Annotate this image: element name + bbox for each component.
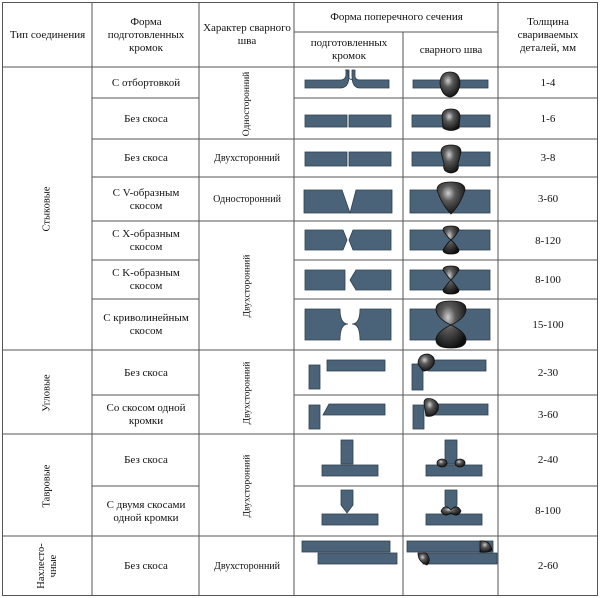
thickness-value: 1-4	[540, 76, 556, 89]
thickness-value: 1-6	[540, 112, 556, 125]
edge-label: Без скоса	[124, 559, 168, 572]
row-thickness-3: 3-8	[499, 140, 597, 177]
edge-label: Без скоса	[124, 152, 168, 164]
weld-two-sided-1: Двухсторонний	[200, 140, 294, 177]
group-tee: Тавровые	[3, 435, 92, 536]
weld-one-sided-2: Односторонний	[200, 178, 294, 221]
header-cs-prepared: подготовленных кромок	[295, 33, 403, 67]
header-edge-form-label: Форма подготовленных кромок	[107, 15, 185, 54]
edge-label: Без скоса	[124, 454, 168, 466]
header-weld-character: Характер сварного шва	[200, 3, 294, 67]
row-edge-1: С отбортовкой	[93, 68, 199, 98]
weld-one-sided-label: Односторонний	[242, 71, 252, 136]
row-edge-11: С двумя скосами одной кромки	[100, 487, 192, 536]
group-lap: Нахлесто- чные	[3, 537, 92, 595]
row-thickness-9: 3-60	[499, 396, 597, 434]
drawing-flanged-prepared	[304, 69, 390, 89]
weld-two-sided-label: Двухсторонний	[241, 254, 252, 318]
row-thickness-6: 8-100	[499, 261, 597, 299]
group-butt-label: Стыковые	[41, 186, 53, 232]
header-thickness-label: Толщина свариваемых деталей, мм	[517, 15, 579, 54]
edge-label: С криволинейным скосом	[103, 312, 189, 337]
header-joint-type-label: Тип соединения	[9, 28, 86, 41]
header-edge-form: Форма подготовленных кромок	[93, 3, 199, 67]
edge-label: С отбортовкой	[111, 76, 181, 89]
header-joint-type: Тип соединения	[3, 3, 92, 67]
row-thickness-2: 1-6	[499, 99, 597, 139]
header-cs-prepared-label: подготовленных кромок	[310, 37, 388, 62]
group-corner: Угловые	[3, 351, 92, 434]
plate-right	[348, 114, 392, 128]
group-lap-label: Нахлесто- чные	[35, 543, 59, 589]
group-tee-label: Тавровые	[41, 464, 53, 507]
edge-label: С X-образным скосом	[112, 228, 180, 253]
weld-two-sided-label: Двухсторонний	[214, 560, 280, 572]
edge-label: Без скоса	[124, 366, 168, 379]
weld-two-sided-label: Двухсторонний	[214, 153, 280, 164]
weld-two-sided-4: Двухсторонний	[200, 435, 294, 536]
thickness-value: 2-60	[537, 559, 559, 572]
thickness-value: 3-8	[540, 152, 556, 164]
thickness-value: 15-100	[532, 318, 564, 331]
row-edge-7: С криволинейным скосом	[96, 300, 196, 350]
thickness-value: 2-40	[537, 454, 559, 466]
row-thickness-11: 8-100	[499, 487, 597, 536]
header-cs-weld-label: сварного шва	[419, 43, 483, 56]
row-edge-5: С X-образным скосом	[98, 222, 194, 260]
group-corner-label: Угловые	[41, 373, 53, 412]
row-thickness-7: 15-100	[499, 300, 597, 350]
thickness-value: 8-100	[535, 505, 561, 517]
row-thickness-5: 8-120	[499, 222, 597, 260]
header-weld-character-label: Характер сварного шва	[203, 22, 291, 47]
edge-label: Без скоса	[124, 112, 168, 125]
group-butt: Стыковые	[3, 68, 92, 350]
thickness-value: 2-30	[537, 366, 559, 379]
row-thickness-1: 1-4	[499, 68, 597, 98]
row-thickness-10: 2-40	[499, 435, 597, 486]
thickness-value: 8-120	[535, 234, 561, 247]
row-edge-2: Без скоса	[93, 99, 199, 139]
weld-one-sided-label: Односторонний	[213, 194, 281, 205]
edge-label: С V-образным скосом	[112, 186, 180, 212]
header-cs-weld: сварного шва	[404, 33, 498, 67]
edge-label: С двумя скосами одной кромки	[106, 498, 186, 524]
row-edge-4: С V-образным скосом	[98, 178, 194, 221]
row-edge-9: Со скосом одной кромки	[98, 396, 194, 434]
row-thickness-4: 3-60	[499, 178, 597, 221]
row-edge-8: Без скоса	[93, 351, 199, 395]
drawing-flanged-weld	[412, 71, 489, 98]
weld-two-sided-2: Двухсторонний	[200, 222, 294, 350]
row-edge-6: С K-образным скосом	[98, 261, 194, 299]
thickness-value: 3-60	[537, 408, 559, 421]
thickness-value: 8-100	[535, 273, 561, 286]
row-thickness-12: 2-60	[499, 537, 597, 595]
row-edge-12: Без скоса	[93, 537, 199, 595]
weld-two-sided-label: Двухсторонний	[241, 454, 252, 517]
plate-left	[304, 114, 348, 128]
thickness-value: 3-60	[537, 193, 559, 205]
edge-label: С K-образным скосом	[112, 267, 180, 292]
edge-label: Со скосом одной кромки	[106, 402, 186, 427]
weld-one-sided-1: Односторонний	[200, 68, 294, 139]
weld-two-sided-3: Двухсторонний	[200, 351, 294, 434]
weld-two-sided-label: Двухсторонний	[241, 361, 252, 424]
header-cross-section: Форма поперечного сечения	[295, 3, 498, 32]
weld-two-sided-5: Двухсторонний	[200, 537, 294, 595]
row-edge-3: Без скоса	[93, 140, 199, 177]
row-thickness-8: 2-30	[499, 351, 597, 395]
row-edge-10: Без скоса	[93, 435, 199, 486]
header-cross-section-label: Форма поперечного сечения	[330, 11, 463, 23]
cross-section-drawings	[301, 69, 498, 566]
header-thickness: Толщина свариваемых деталей, мм	[499, 3, 597, 67]
